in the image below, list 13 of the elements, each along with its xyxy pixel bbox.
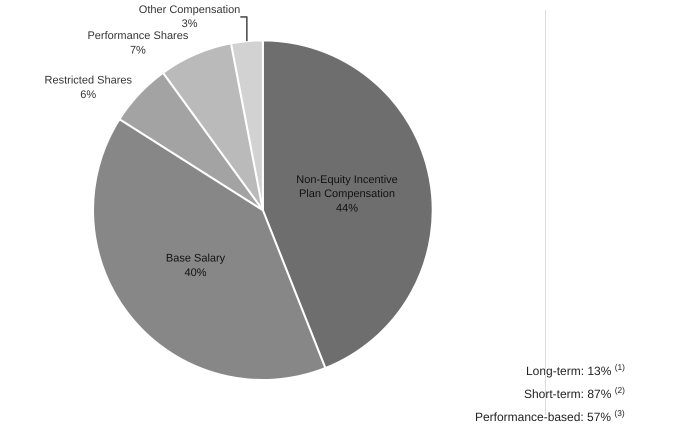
data-label: 40% bbox=[184, 266, 207, 279]
slice-label: Other Compensation bbox=[138, 4, 240, 16]
text: Short-term: 87% $^{(2)}$ bbox=[524, 385, 626, 402]
data-label: 7% bbox=[130, 44, 146, 56]
slice-label: Restricted Shares bbox=[44, 74, 132, 87]
data-label: 3% bbox=[182, 18, 198, 30]
slice-label: Performance Shares bbox=[87, 30, 189, 42]
text: Long-term: 13% $^{(1)}$ bbox=[526, 362, 626, 378]
data-label: 6% bbox=[80, 88, 96, 101]
data-label: 44% bbox=[336, 202, 358, 214]
text: Performance-based: 57% $^{(3)}$ bbox=[475, 408, 625, 424]
slice-label: Base Salary bbox=[166, 252, 226, 265]
slice-label: Non-Equity Incentive Plan Compensation bbox=[296, 174, 398, 200]
